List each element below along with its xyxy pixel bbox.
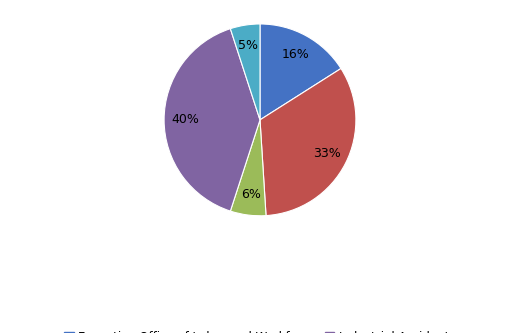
- Wedge shape: [230, 24, 260, 120]
- Wedge shape: [164, 29, 260, 211]
- Text: 5%: 5%: [238, 40, 258, 53]
- Text: 33%: 33%: [313, 147, 341, 161]
- Wedge shape: [230, 120, 266, 216]
- Wedge shape: [260, 69, 356, 215]
- Text: 16%: 16%: [282, 48, 310, 61]
- Legend: Executive Office of Labor and Workforce, Career Services, Labor Standards, Indus: Executive Office of Labor and Workforce,…: [61, 327, 459, 333]
- Wedge shape: [260, 24, 341, 120]
- Text: 40%: 40%: [171, 113, 199, 127]
- Text: 6%: 6%: [241, 187, 261, 200]
